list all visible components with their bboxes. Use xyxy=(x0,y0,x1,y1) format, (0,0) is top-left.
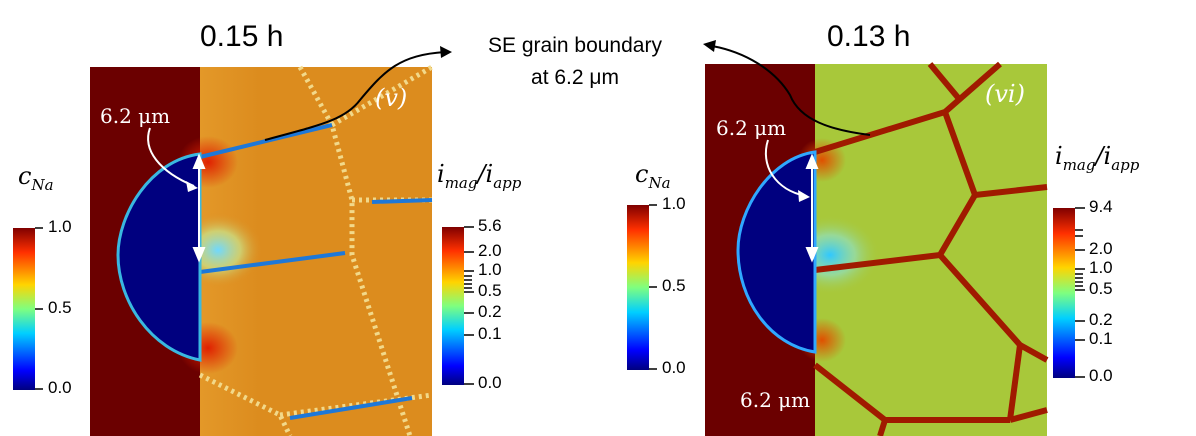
right-time-label: 0.13 h xyxy=(827,20,911,53)
right-imag-tick: 2.0 xyxy=(1089,239,1113,258)
right-imag-title: imag/iapp xyxy=(1055,142,1140,174)
right-grain-boundaries xyxy=(813,61,1049,436)
right-cna-tick: 0.5 xyxy=(662,276,686,295)
left-label-pointer xyxy=(147,127,195,187)
left-imag-tick: 0.0 xyxy=(478,373,502,392)
right-cna-colorbar xyxy=(627,204,657,370)
right-imag-colorbar xyxy=(1053,207,1085,378)
right-cna-tick: 0.0 xyxy=(662,358,686,377)
left-panel-tag: (v) xyxy=(375,84,408,112)
left-imag-tick: 2.0 xyxy=(478,241,502,260)
callout-line-2: at 6.2 μm xyxy=(531,66,619,89)
right-dimension-label-top: 6.2 μm xyxy=(716,116,787,140)
left-gb-crack-2 xyxy=(199,251,346,274)
left-cna-colorbar xyxy=(13,227,43,390)
callout-arrows xyxy=(264,45,871,141)
left-sodium-void xyxy=(116,152,202,362)
left-simulation-map xyxy=(90,64,434,436)
right-imag-tick: 0.5 xyxy=(1089,279,1113,298)
right-imag-tick: 9.4 xyxy=(1089,197,1113,216)
right-label-pointer xyxy=(764,139,807,197)
callout-arrowhead-left xyxy=(440,46,452,58)
left-time-label: 0.15 h xyxy=(200,20,284,53)
callout-line-1: SE grain boundary xyxy=(488,34,662,57)
right-imag-tick: 1.0 xyxy=(1089,258,1113,277)
right-cna-tick: 1.0 xyxy=(662,194,686,213)
right-imag-tick: 0.2 xyxy=(1089,310,1113,329)
left-cna-tick: 1.0 xyxy=(48,217,72,236)
callout-arrowhead-right xyxy=(703,40,716,52)
right-panel-tag: (vi) xyxy=(985,80,1025,108)
callout-text: SE grain boundary at 6.2 μm xyxy=(455,30,695,94)
right-imag-tick: 0.1 xyxy=(1089,329,1113,348)
right-dimension-label-bottom: 6.2 μm xyxy=(740,388,811,412)
right-dimension-arrow xyxy=(805,153,819,263)
left-gb-crack-4 xyxy=(289,396,413,420)
left-cna-title: cNa xyxy=(18,162,54,194)
left-cna-tick: 0.0 xyxy=(48,378,72,397)
right-imag-tick: 0.0 xyxy=(1089,366,1113,385)
left-dimension-label: 6.2 μm xyxy=(100,104,171,128)
left-imag-title: imag/iapp xyxy=(437,160,522,192)
right-simulation-map xyxy=(705,61,1049,436)
left-imag-colorbar xyxy=(442,226,474,385)
left-gb-crack-1 xyxy=(199,123,333,159)
right-sodium-void xyxy=(736,150,817,354)
right-cna-title: cNa xyxy=(635,160,671,192)
left-imag-tick: 0.1 xyxy=(478,324,502,343)
left-dimension-arrow xyxy=(192,153,206,263)
left-imag-tick: 5.6 xyxy=(478,216,502,235)
left-imag-tick: 1.0 xyxy=(478,260,502,279)
left-imag-tick: 0.2 xyxy=(478,302,502,321)
left-cna-tick: 0.5 xyxy=(48,298,72,317)
left-imag-tick: 0.5 xyxy=(478,281,502,300)
left-gb-crack-3 xyxy=(371,198,433,204)
